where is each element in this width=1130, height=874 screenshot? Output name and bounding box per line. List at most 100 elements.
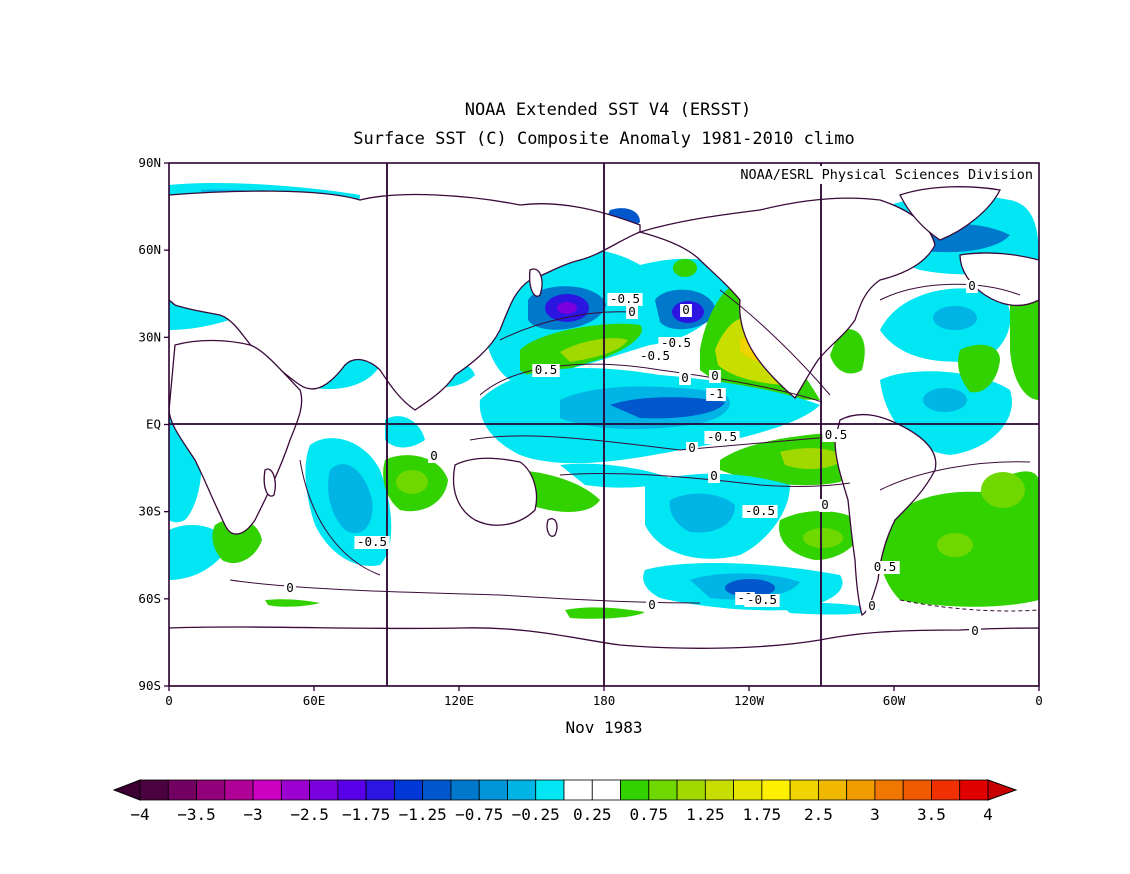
colorbar-label: −1.75 bbox=[342, 805, 390, 824]
contour-label-bg bbox=[532, 364, 560, 377]
colorbar-swatch bbox=[422, 779, 452, 801]
contour-label-bg bbox=[819, 499, 831, 512]
colorbar-label: −0.75 bbox=[455, 805, 503, 824]
north-america bbox=[637, 197, 936, 399]
colorbar-left-arrow bbox=[112, 779, 141, 801]
contour-label-bg bbox=[708, 470, 720, 483]
colorbar-label: −0.25 bbox=[512, 805, 560, 824]
lat-label: 60S bbox=[138, 591, 161, 606]
colorbar-label: −3.5 bbox=[177, 805, 216, 824]
lon-label: 0 bbox=[165, 693, 173, 708]
contour-lines bbox=[229, 283, 1039, 612]
contour-label-bg bbox=[679, 372, 691, 385]
title-line1: NOAA Extended SST V4 (ERSST) bbox=[465, 100, 752, 120]
colorbar-swatch bbox=[620, 779, 650, 801]
south-america bbox=[834, 413, 937, 616]
contour-label-bg bbox=[742, 505, 778, 518]
colorbar-swatch bbox=[648, 779, 678, 801]
contour-label-bg bbox=[646, 599, 658, 612]
colorbar-swatch bbox=[139, 779, 169, 801]
contour-label-bg bbox=[637, 350, 673, 363]
colorbar-swatch bbox=[224, 779, 254, 801]
lon-label: 120E bbox=[444, 693, 474, 708]
contour-label: 0 bbox=[286, 580, 294, 595]
contour-label: 0 bbox=[688, 440, 696, 455]
lat-label: 60N bbox=[138, 242, 161, 257]
contour-label: -0.5 bbox=[640, 348, 670, 363]
lat-label: 30S bbox=[138, 504, 161, 519]
colorbar-labels: −4 −3.5 −3 −2.5 −1.75 −1.25 −0.75 −0.25 0.25 0.75… bbox=[130, 805, 992, 824]
colorbar-swatch bbox=[733, 779, 763, 801]
new-zealand bbox=[546, 518, 558, 537]
contour-label-group: -0.50-0.50.5-0.500.5-1-0.500.50-0.5000-0… bbox=[284, 278, 981, 638]
colorbar-label: 3 bbox=[870, 805, 880, 824]
contour-label: -0.5 bbox=[610, 291, 640, 306]
contour-label: 0 bbox=[971, 623, 979, 638]
contour-label: 0 bbox=[681, 370, 689, 385]
colorbar bbox=[112, 779, 1018, 801]
colorbar-swatch bbox=[846, 779, 876, 801]
europe-west bbox=[959, 252, 1039, 307]
contour-label-bg bbox=[822, 429, 850, 442]
lon-label: 180 bbox=[593, 693, 616, 708]
contour-label-bg bbox=[680, 304, 692, 317]
contour-label: 0 bbox=[648, 597, 656, 612]
colorbar-swatch bbox=[478, 779, 508, 801]
colorbar-swatch bbox=[309, 779, 339, 801]
colorbar-swatch bbox=[902, 779, 932, 801]
colorbar-swatch bbox=[393, 779, 424, 801]
colorbar-label: 2.5 bbox=[804, 805, 833, 824]
colorbar-swatch bbox=[196, 779, 226, 801]
contour-label: -1 bbox=[708, 386, 723, 401]
colorbar-swatch bbox=[450, 779, 480, 801]
lat-label: 90S bbox=[138, 678, 161, 693]
colorbar-label: −1.25 bbox=[399, 805, 447, 824]
colorbar-swatch bbox=[337, 779, 367, 801]
contour-label: 0.5 bbox=[874, 559, 897, 574]
contour-label: 0.5 bbox=[825, 427, 848, 442]
colorbar-swatch bbox=[818, 779, 848, 801]
colorbar-label: −2.5 bbox=[290, 805, 329, 824]
colorbar-label: 3.5 bbox=[917, 805, 946, 824]
contour-label: -0.5 bbox=[747, 592, 777, 607]
contour-label: -0.5 bbox=[707, 429, 737, 444]
lon-label: 0 bbox=[1035, 693, 1043, 708]
colorbar-label: 1.75 bbox=[743, 805, 782, 824]
colorbar-label: 4 bbox=[983, 805, 993, 824]
colorbar-swatch bbox=[761, 779, 791, 801]
contour-label-bg bbox=[626, 306, 638, 319]
lat-label: 90N bbox=[138, 155, 161, 170]
contour-label: 0 bbox=[710, 468, 718, 483]
contour-label: 0 bbox=[628, 304, 636, 319]
longitude-axis: 0 60E 120E 180 120W 60W 0 bbox=[165, 686, 1043, 708]
colorbar-label: −3 bbox=[243, 805, 262, 824]
contour-label-bg bbox=[607, 293, 643, 306]
lon-label: 120W bbox=[734, 693, 765, 708]
colorbar-label: 0.75 bbox=[630, 805, 669, 824]
contour-label-bg bbox=[704, 431, 740, 444]
lon-label: 60E bbox=[303, 693, 326, 708]
contour-label: 0 bbox=[430, 448, 438, 463]
contour-label-bg bbox=[428, 450, 440, 463]
lat-label: EQ bbox=[146, 417, 161, 432]
lon-label: 60W bbox=[883, 693, 906, 708]
latitude-axis: 90N 60N 30N EQ 30S 60S 90S bbox=[138, 155, 169, 693]
colorbar-swatch bbox=[789, 779, 819, 801]
colorbar-swatch bbox=[252, 779, 282, 801]
colorbar-label: −4 bbox=[130, 805, 149, 824]
colorbar-swatch bbox=[704, 779, 734, 801]
colorbar-swatch bbox=[874, 779, 904, 801]
colorbar-swatch bbox=[535, 779, 565, 801]
greenland bbox=[899, 186, 1001, 241]
contour-label-bg bbox=[966, 280, 978, 293]
contour-label: 0 bbox=[682, 302, 690, 317]
colorbar-swatch bbox=[167, 779, 197, 801]
contour-label: -0.5 bbox=[661, 335, 691, 350]
colorbar-swatch bbox=[959, 779, 989, 801]
credit-text: NOAA/ESRL Physical Sciences Division bbox=[740, 167, 1033, 183]
anomaly-agulhas-warm bbox=[212, 518, 262, 564]
japan bbox=[529, 268, 543, 297]
contour-label-bg bbox=[871, 561, 899, 574]
colorbar-swatch bbox=[931, 779, 961, 801]
